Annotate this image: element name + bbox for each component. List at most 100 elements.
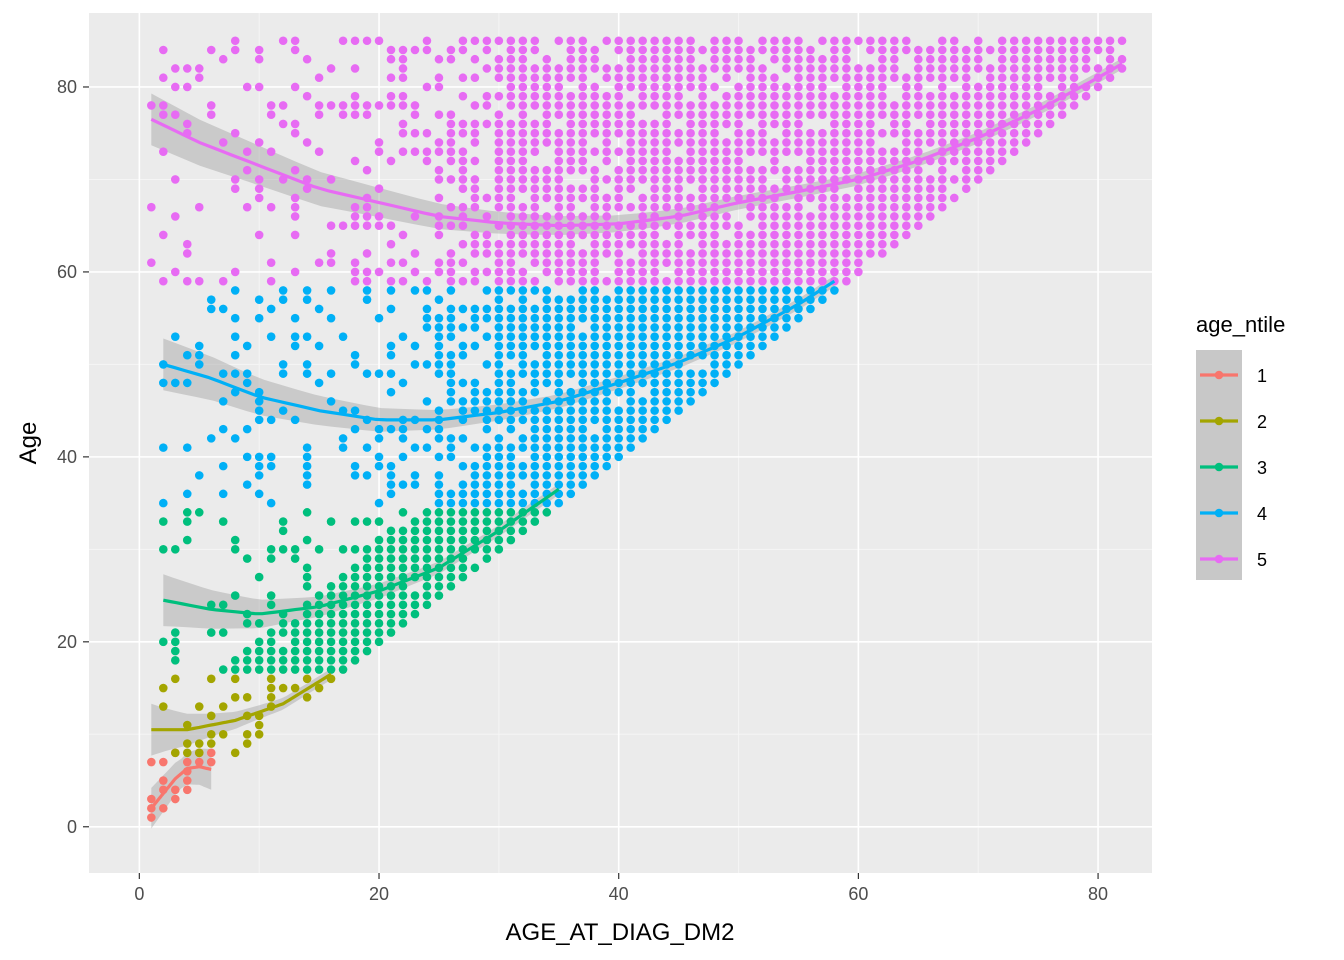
point-series-4 (614, 323, 624, 332)
point-series-5 (590, 54, 600, 64)
point-series-3 (494, 545, 504, 554)
point-series-5 (794, 36, 803, 46)
point-series-4 (710, 369, 719, 378)
point-series-5 (290, 267, 300, 277)
point-series-5 (362, 267, 372, 277)
point-series-4 (458, 378, 468, 388)
point-series-4 (626, 323, 635, 332)
point-series-5 (614, 184, 624, 193)
point-series-4 (590, 295, 600, 304)
point-series-5 (854, 221, 863, 230)
point-series-4 (578, 471, 588, 480)
point-series-5 (554, 175, 564, 184)
point-series-5 (446, 267, 456, 277)
point-series-5 (746, 276, 755, 286)
point-series-5 (494, 258, 504, 267)
point-series-5 (602, 91, 612, 101)
point-series-5 (985, 110, 995, 120)
point-series-5 (1081, 36, 1091, 46)
point-series-5 (350, 101, 360, 110)
point-series-4 (446, 313, 456, 323)
point-series-4 (266, 498, 276, 508)
point-series-5 (710, 45, 719, 55)
point-series-4 (302, 443, 312, 452)
point-series-4 (542, 369, 552, 378)
point-series-2 (254, 729, 264, 739)
point-series-5 (794, 249, 803, 258)
point-series-5 (494, 175, 504, 184)
point-series-3 (338, 619, 348, 628)
point-series-5 (997, 101, 1007, 110)
point-series-4 (638, 397, 647, 406)
point-series-4 (494, 397, 504, 406)
point-series-5 (698, 239, 707, 249)
point-series-4 (386, 387, 396, 397)
point-series-4 (434, 369, 444, 378)
point-series-5 (422, 82, 432, 92)
point-series-5 (806, 156, 815, 166)
point-series-5 (530, 36, 540, 46)
point-series-5 (338, 101, 348, 110)
y-tick-label: 80 (57, 77, 77, 97)
point-series-4 (638, 313, 647, 323)
point-series-5 (446, 175, 456, 184)
point-series-5 (830, 128, 839, 138)
point-series-3 (470, 517, 480, 526)
point-series-5 (398, 45, 408, 55)
point-series-4 (230, 313, 240, 323)
point-series-3 (159, 517, 168, 526)
point-series-5 (602, 212, 612, 221)
point-series-4 (494, 434, 504, 443)
point-series-4 (386, 304, 396, 314)
point-series-5 (542, 82, 552, 92)
point-series-4 (338, 332, 348, 341)
point-series-4 (542, 360, 552, 369)
point-series-4 (698, 387, 707, 397)
point-series-3 (518, 526, 528, 536)
point-series-5 (350, 276, 360, 286)
point-series-5 (614, 249, 624, 258)
point-series-5 (878, 249, 887, 258)
point-series-4 (710, 304, 719, 314)
point-series-5 (878, 184, 887, 193)
point-series-5 (314, 101, 324, 110)
point-series-5 (662, 249, 671, 258)
point-series-5 (722, 249, 731, 258)
point-series-4 (494, 323, 504, 332)
point-series-4 (422, 424, 432, 434)
point-series-4 (470, 480, 480, 489)
point-series-5 (902, 202, 911, 212)
point-series-5 (494, 91, 504, 101)
point-series-5 (734, 54, 743, 64)
point-series-4 (326, 397, 336, 406)
point-series-5 (386, 221, 396, 230)
point-series-5 (530, 45, 540, 55)
point-series-5 (386, 73, 396, 83)
point-series-5 (650, 230, 659, 240)
point-series-5 (626, 276, 635, 286)
point-series-5 (638, 258, 647, 267)
point-series-5 (494, 128, 504, 138)
point-series-3 (170, 545, 180, 554)
point-series-4 (242, 424, 252, 434)
point-series-5 (686, 221, 695, 230)
point-series-5 (470, 73, 480, 83)
point-series-4 (458, 498, 468, 508)
point-series-5 (398, 128, 408, 138)
point-series-4 (230, 369, 240, 378)
point-series-5 (290, 230, 300, 240)
point-series-5 (470, 101, 480, 110)
point-series-5 (147, 202, 156, 212)
point-series-3 (374, 545, 384, 554)
point-series-5 (650, 119, 659, 129)
point-series-1 (206, 748, 216, 758)
point-series-5 (985, 91, 995, 101)
point-series-4 (302, 360, 312, 369)
point-series-4 (242, 341, 252, 351)
point-series-5 (854, 110, 863, 120)
point-series-3 (170, 637, 180, 647)
point-series-3 (266, 591, 276, 600)
point-series-4 (626, 350, 635, 360)
point-series-5 (746, 101, 755, 110)
point-series-5 (890, 101, 899, 110)
